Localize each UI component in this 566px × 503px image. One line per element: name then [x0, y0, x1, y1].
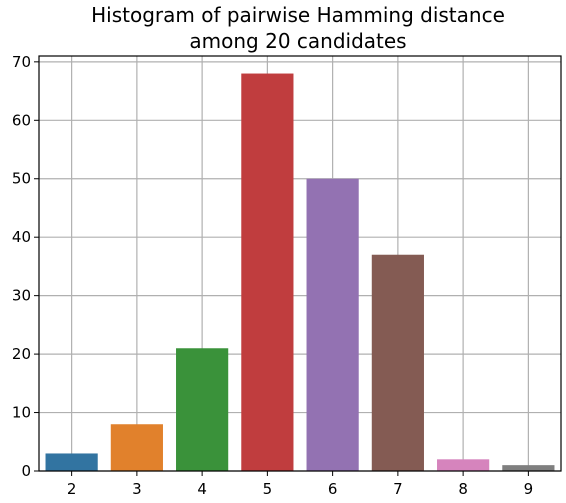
- bar-3: [110, 424, 163, 471]
- bar-8: [437, 459, 490, 471]
- grid-layer: [39, 56, 561, 472]
- chart-title-line-1: Histogram of pairwise Hamming distance: [91, 3, 505, 27]
- y-tick-label: 40: [12, 228, 31, 246]
- bar-7: [371, 254, 424, 471]
- chart-title-line-2: among 20 candidates: [189, 29, 406, 53]
- axes-frame: [38, 55, 562, 472]
- x-tick-label: 9: [524, 480, 534, 498]
- bar-5: [241, 73, 294, 471]
- x-tick-label: 3: [132, 480, 142, 498]
- x-tick-label: 7: [393, 480, 403, 498]
- y-tick-label: 20: [12, 345, 31, 363]
- bar-9: [502, 465, 555, 471]
- bar-6: [306, 178, 359, 472]
- bar-4: [176, 348, 229, 471]
- y-tick-label: 0: [21, 462, 31, 480]
- y-tick-label: 30: [12, 287, 31, 305]
- bars-layer: [45, 73, 555, 472]
- x-tick-label: 5: [263, 480, 273, 498]
- y-tick-label: 10: [12, 404, 31, 422]
- y-tick-label: 50: [12, 170, 31, 188]
- y-tick-label: 70: [12, 53, 31, 71]
- axes-layer: 0 10 20 30 40 50 60 70 2 3 4 5 6 7 8 9: [12, 53, 562, 498]
- y-tick-label: 60: [12, 111, 31, 129]
- x-tick-label: 2: [67, 480, 77, 498]
- x-tick-label: 4: [197, 480, 207, 498]
- x-tick-label: 8: [458, 480, 468, 498]
- x-tick-label: 6: [328, 480, 338, 498]
- bar-2: [45, 453, 98, 471]
